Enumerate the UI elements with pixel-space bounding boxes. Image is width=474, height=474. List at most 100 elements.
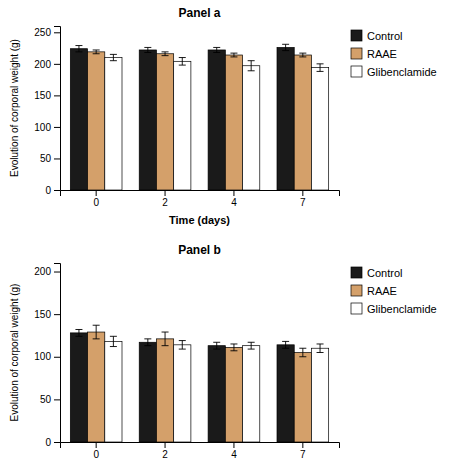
bar	[294, 55, 311, 190]
legend-item: Glibenclamide	[351, 66, 437, 78]
error-bar-cap	[317, 343, 324, 344]
bar	[156, 54, 173, 190]
legend-label: Glibenclamide	[367, 66, 437, 78]
legend: ControlRAAEGlibenclamide	[351, 267, 437, 315]
error-bar-cap	[282, 341, 289, 342]
x-axis: 0247	[61, 442, 340, 460]
y-tick-label: 50	[40, 153, 52, 164]
bar	[243, 346, 260, 442]
error-bar	[110, 54, 117, 60]
legend-swatch	[351, 303, 362, 314]
error-bar-cap	[282, 44, 289, 45]
error-bar-cap	[75, 51, 82, 52]
error-bar-line	[182, 341, 183, 350]
x-tick-label: 4	[231, 197, 237, 208]
error-bar-line	[251, 342, 252, 349]
error-bar-cap	[230, 56, 237, 57]
y-tick-label: 200	[34, 59, 51, 70]
error-bar-cap	[213, 52, 220, 53]
error-bar	[282, 341, 289, 348]
error-bar-cap	[317, 352, 324, 353]
plot-marks	[70, 325, 328, 442]
x-axis-line	[61, 443, 340, 449]
y-tick-label: 0	[45, 437, 51, 448]
error-bar-cap	[213, 342, 220, 343]
error-bar-cap	[144, 345, 151, 346]
error-bar	[144, 47, 151, 52]
error-bar-cap	[299, 56, 306, 57]
error-bar	[248, 342, 255, 349]
y-axis: 050100150200	[34, 264, 60, 448]
bar	[277, 47, 294, 190]
error-bar	[110, 336, 117, 346]
plot-marks	[70, 44, 328, 190]
error-bar	[144, 339, 151, 346]
error-bar-line	[233, 344, 234, 351]
y-tick: 250	[34, 27, 60, 38]
x-tick: 2	[162, 190, 168, 208]
y-tick-mark	[54, 32, 60, 33]
y-tick: 100	[34, 122, 60, 133]
bar	[174, 61, 191, 190]
y-tick-mark	[54, 399, 60, 400]
bar	[88, 332, 105, 442]
error-bar	[213, 342, 220, 349]
error-bar-line	[216, 342, 217, 349]
error-bar-cap	[299, 348, 306, 349]
legend-label: Control	[367, 267, 402, 279]
x-tick: 7	[300, 442, 306, 460]
error-bar-cap	[248, 60, 255, 61]
error-bar	[248, 61, 255, 71]
x-tick-mark	[233, 442, 234, 448]
x-tick-mark	[96, 442, 97, 448]
error-bar	[282, 44, 289, 50]
bar	[139, 342, 156, 442]
error-bar-cap	[93, 325, 100, 326]
legend-item: Control	[351, 267, 402, 279]
error-bar	[93, 325, 100, 339]
error-bar-cap	[162, 345, 169, 346]
x-tick-label: 7	[300, 449, 306, 460]
error-bar	[317, 64, 324, 72]
y-tick-mark	[54, 127, 60, 128]
error-bar-cap	[110, 54, 117, 55]
error-bar-line	[320, 64, 321, 72]
bar	[105, 341, 122, 442]
bar	[208, 346, 225, 442]
error-bar-cap	[110, 336, 117, 337]
error-bar-cap	[162, 51, 169, 52]
y-axis-line	[54, 27, 61, 191]
error-bar-cap	[230, 53, 237, 54]
legend-swatch	[351, 48, 362, 59]
y-tick-mark	[54, 272, 60, 273]
error-bar	[162, 332, 169, 346]
error-bar-cap	[299, 53, 306, 54]
x-axis-title: Time (days)	[169, 214, 230, 226]
x-tick-label: 4	[231, 449, 237, 460]
y-tick: 0	[45, 185, 60, 196]
y-axis-title: Evolution of corporal weight (g)	[9, 284, 20, 422]
chart: 0501001502002500247Panel aEvolution of c…	[0, 0, 474, 474]
y-tick-mark	[54, 158, 60, 159]
legend-label: Control	[367, 30, 402, 42]
error-bar	[162, 52, 169, 56]
error-bar	[179, 341, 186, 350]
error-bar-cap	[248, 342, 255, 343]
x-tick: 2	[162, 442, 168, 460]
x-tick-label: 2	[162, 449, 168, 460]
error-bar	[179, 58, 186, 66]
y-tick-mark	[54, 442, 60, 443]
error-bar-cap	[317, 63, 324, 64]
x-tick-mark	[233, 190, 234, 196]
error-bar-cap	[110, 60, 117, 61]
y-tick: 200	[34, 266, 60, 277]
error-bar-line	[78, 46, 79, 52]
error-bar-cap	[179, 340, 186, 341]
y-tick-mark	[54, 64, 60, 65]
y-tick: 100	[34, 351, 60, 362]
error-bar	[299, 348, 306, 357]
error-bar-cap	[179, 57, 186, 58]
y-tick-mark	[54, 357, 60, 358]
bar	[277, 345, 294, 442]
error-bar-line	[165, 332, 166, 346]
